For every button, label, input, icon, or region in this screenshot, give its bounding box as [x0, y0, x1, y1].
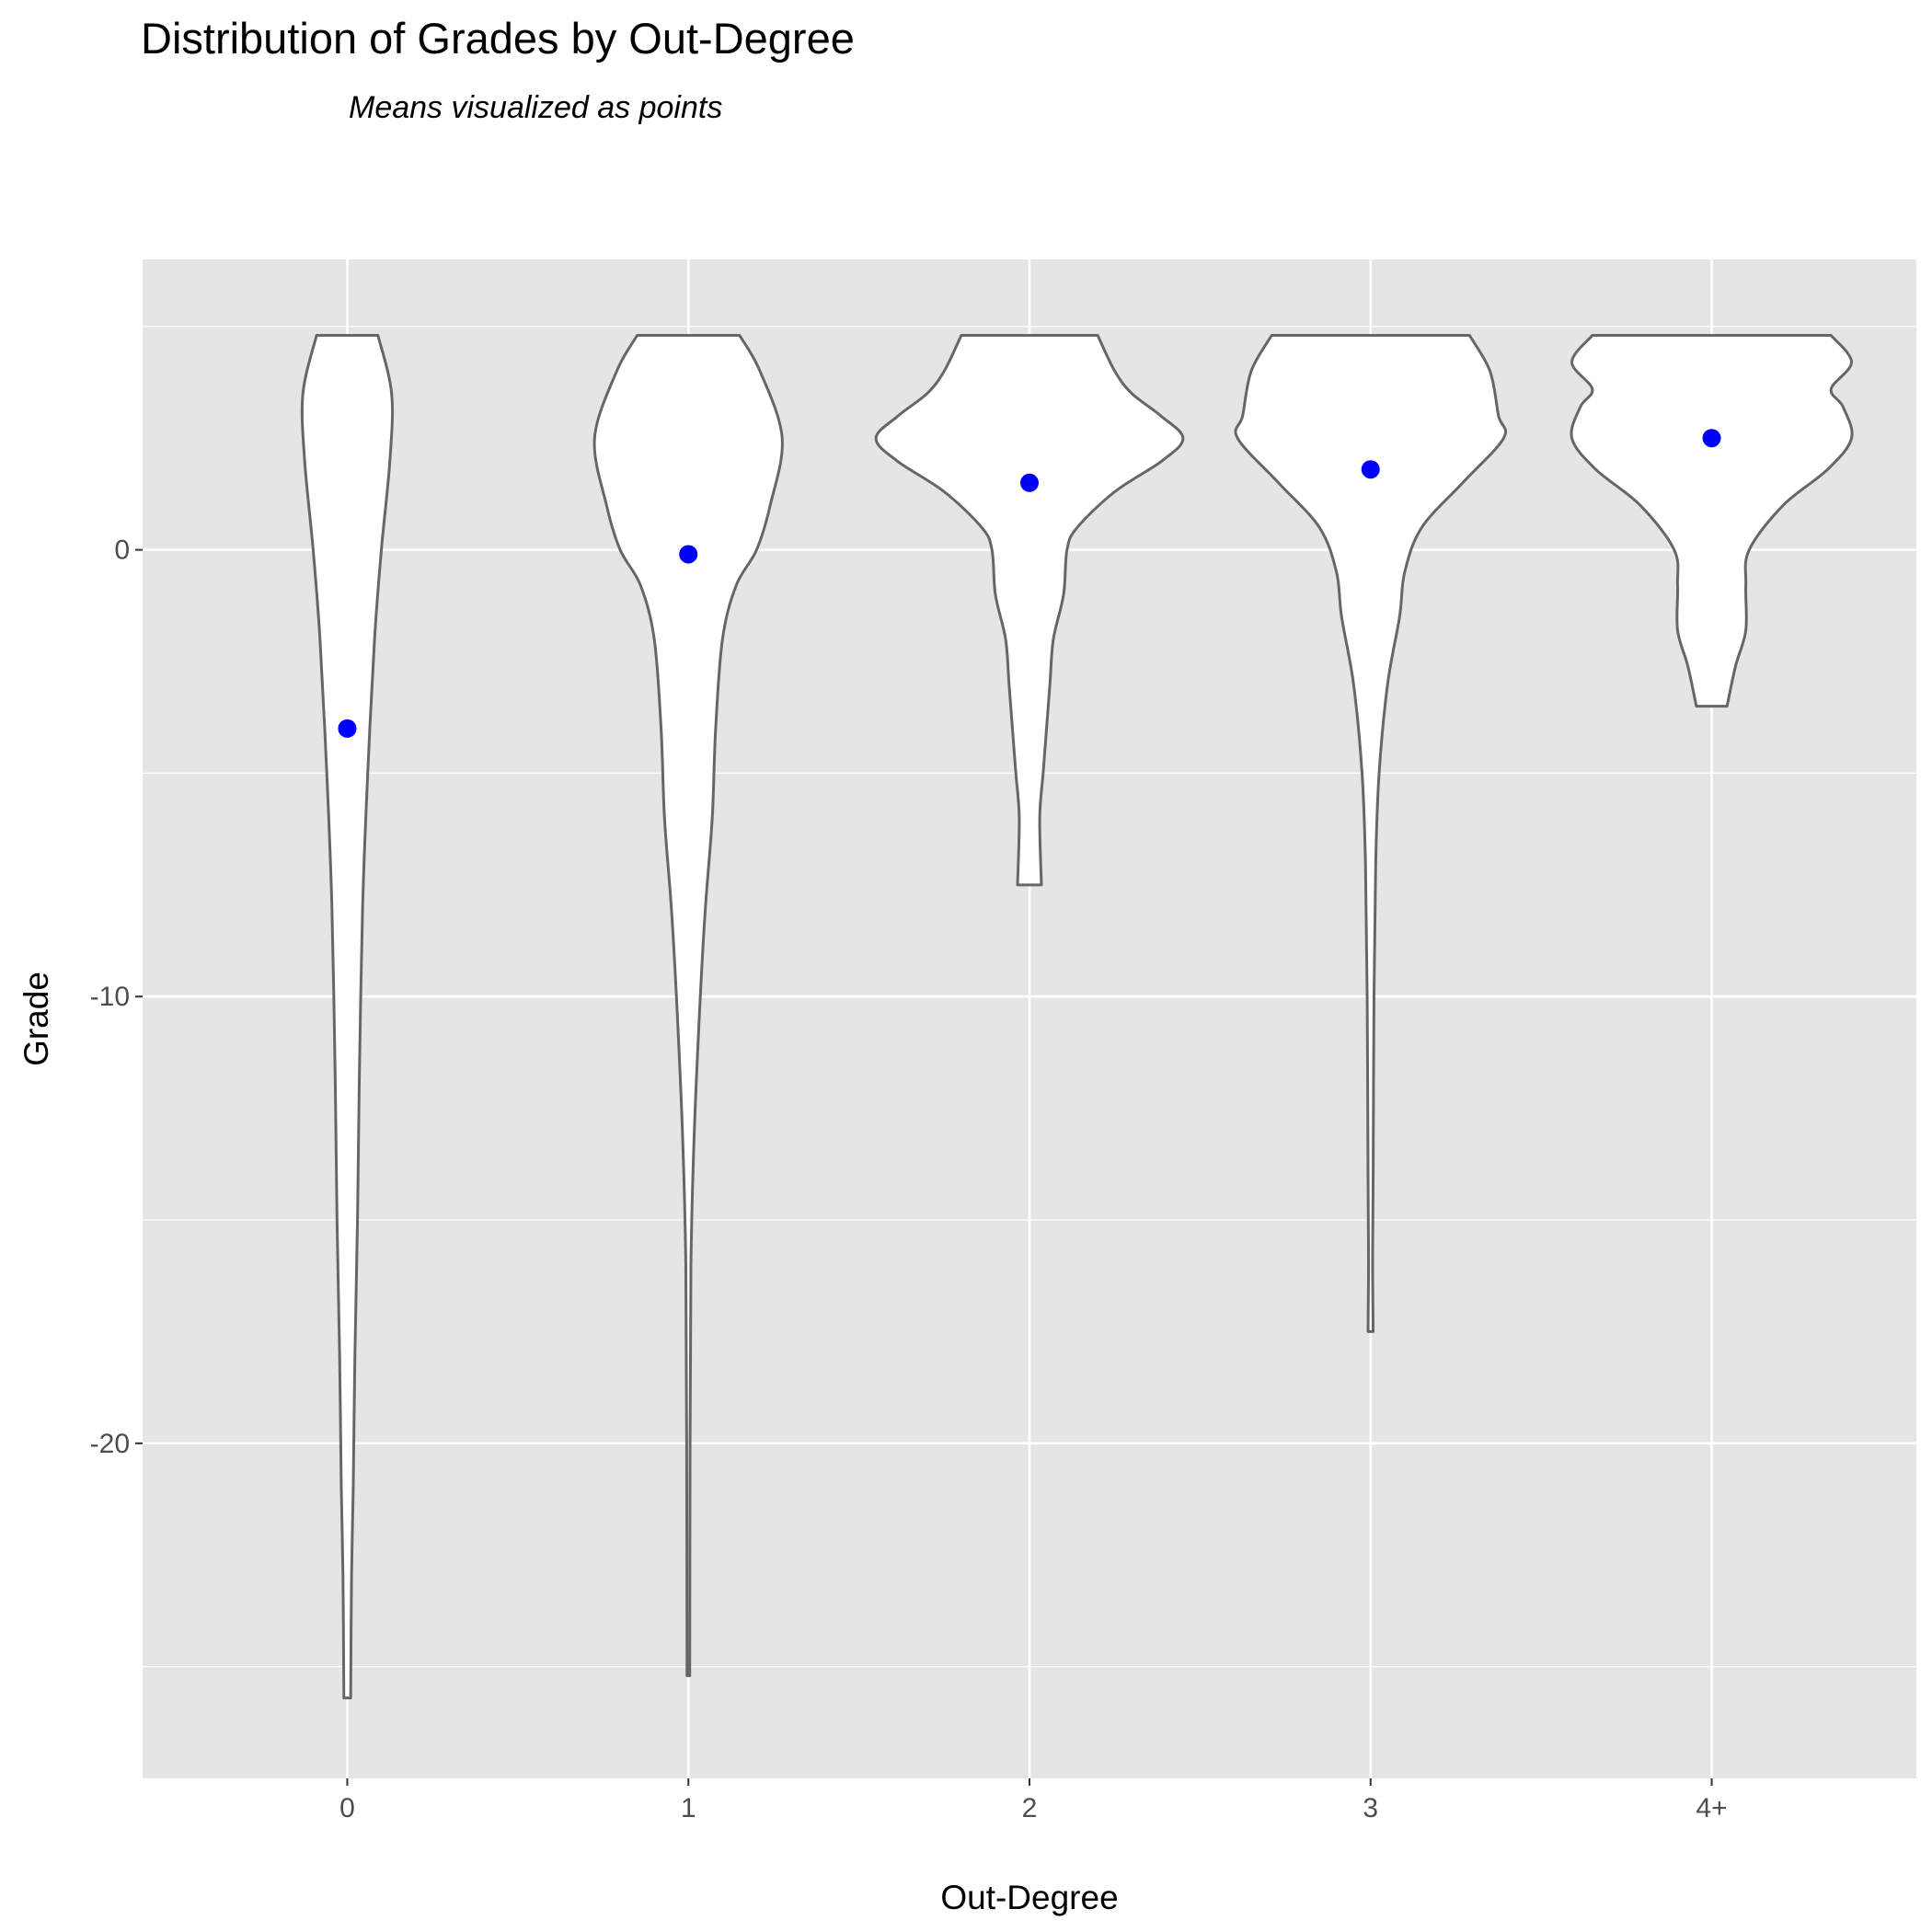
x-tick-label: 3 — [1363, 1793, 1378, 1823]
mean-point — [1361, 460, 1380, 479]
chart-subtitle: Means visualized as points — [349, 90, 723, 125]
violin-3 — [1234, 334, 1508, 1333]
x-tick-label: 0 — [339, 1793, 355, 1823]
y-axis-title: Grade — [17, 972, 55, 1066]
chart-title: Distribution of Grades by Out-Degree — [141, 14, 855, 63]
mean-points — [338, 429, 1721, 738]
mean-point — [1020, 473, 1039, 492]
mean-point — [338, 719, 357, 738]
violin-2 — [874, 334, 1185, 887]
y-tick-label: -10 — [90, 982, 130, 1012]
x-tick-label: 1 — [681, 1793, 696, 1823]
x-tick-label: 4+ — [1696, 1793, 1727, 1823]
x-tick-label: 2 — [1022, 1793, 1038, 1823]
mean-point — [679, 545, 698, 564]
x-axis-ticks: 0 1 2 3 4+ — [339, 1778, 1728, 1823]
y-tick-label: 0 — [114, 535, 130, 566]
y-axis-ticks: 0 -10 -20 — [90, 535, 143, 1459]
violin-0 — [300, 334, 395, 1700]
mean-point — [1702, 429, 1721, 448]
violin-4+ — [1570, 334, 1854, 708]
violin-1 — [592, 334, 784, 1677]
x-axis-title: Out-Degree — [940, 1879, 1118, 1916]
violins — [300, 334, 1854, 1700]
y-tick-label: -20 — [90, 1429, 130, 1459]
